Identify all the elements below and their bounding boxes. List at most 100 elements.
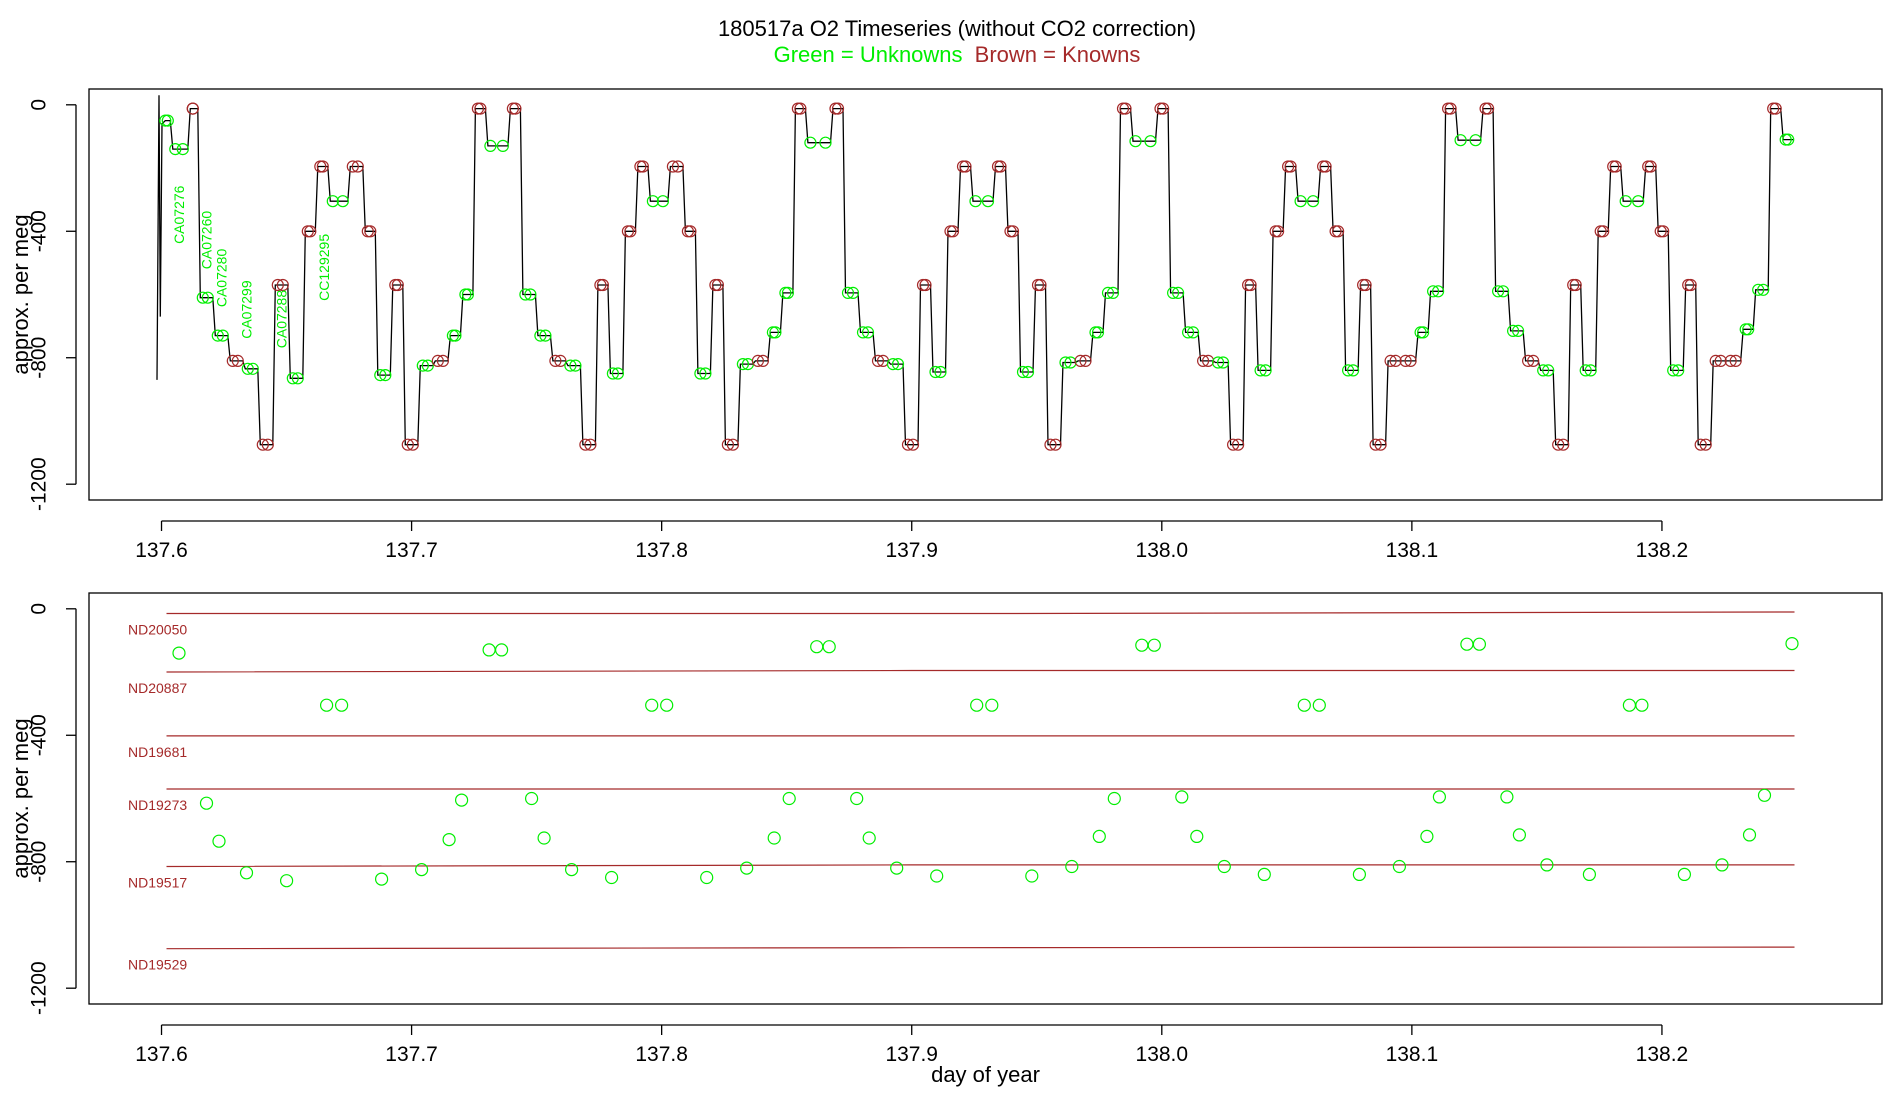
known-marker: [1404, 354, 1417, 367]
x-tick-label: 138.2: [1636, 539, 1689, 562]
unknown-point: [1257, 867, 1271, 882]
unknown-marker: [291, 372, 304, 385]
known-marker: [1049, 438, 1062, 451]
sample-label: CA07288: [274, 290, 290, 349]
y-tick-label: 0: [28, 99, 51, 111]
y-tick-label: -400: [28, 714, 51, 756]
known-marker: [1481, 102, 1495, 115]
unknown-marker: [374, 369, 387, 382]
unknown-point: [172, 646, 186, 660]
unknown-marker: [1511, 324, 1525, 337]
known-marker: [596, 278, 610, 292]
known-marker: [271, 278, 284, 292]
known-marker: [1597, 225, 1610, 238]
unknown-point: [1500, 790, 1514, 804]
known-marker: [1527, 354, 1540, 367]
plot-frame: [88, 88, 1883, 501]
unknown-point: [442, 832, 456, 847]
unknown-marker: [241, 362, 254, 375]
known-marker: [946, 225, 960, 238]
known-marker: [1384, 354, 1397, 367]
unknown-marker: [699, 367, 712, 380]
known-marker: [1331, 225, 1345, 238]
known-marker: [1724, 354, 1737, 367]
unknown-marker: [646, 195, 660, 208]
unknown-marker: [449, 329, 462, 342]
unknown-marker: [856, 326, 870, 339]
known-marker: [756, 354, 770, 367]
unknown-marker: [1166, 286, 1180, 299]
unknown-marker: [1016, 365, 1030, 379]
known-marker: [1319, 160, 1332, 173]
unknown-marker: [1306, 195, 1320, 208]
unknown-marker: [1211, 356, 1225, 369]
unknown-marker: [1454, 134, 1467, 147]
standard-line: [166, 946, 1795, 950]
plot-frame: [88, 592, 1883, 1005]
y-tick-label: -800: [28, 337, 51, 379]
x-tick-label: 138.2: [1636, 1043, 1689, 1066]
sample-label: CA07260: [199, 211, 215, 270]
unknown-point: [850, 791, 864, 806]
unknown-point: [767, 831, 781, 845]
unknown-marker: [886, 358, 900, 371]
known-marker: [1369, 438, 1382, 451]
known-marker: [1226, 438, 1240, 451]
x-tick-label: 137.7: [385, 1043, 438, 1066]
unknown-point: [822, 640, 836, 654]
standard-line: [166, 611, 1795, 615]
unknown-point: [1420, 829, 1434, 844]
known-marker: [794, 102, 807, 115]
sample-label: CA07280: [214, 249, 230, 308]
known-marker: [1521, 354, 1535, 367]
unknown-marker: [1181, 326, 1195, 339]
unknown-point: [782, 791, 796, 806]
y-tick-label: -1200: [28, 961, 51, 1015]
known-marker: [666, 160, 680, 173]
known-marker: [726, 438, 740, 451]
unknown-marker: [1346, 364, 1360, 377]
unknown-marker: [564, 359, 577, 372]
unknown-point: [1092, 829, 1106, 844]
unknown-point: [1175, 790, 1189, 804]
known-marker: [1714, 354, 1727, 367]
known-marker: [1399, 354, 1412, 367]
standard-label: ND19273: [128, 797, 187, 813]
unknown-point: [890, 861, 904, 875]
unknown-point: [970, 698, 984, 712]
unknown-marker: [496, 139, 509, 152]
known-marker: [1684, 278, 1697, 292]
unknown-marker: [246, 362, 259, 375]
unknown-marker: [1496, 285, 1510, 298]
known-marker: [1557, 438, 1570, 451]
unknown-point: [1025, 869, 1039, 883]
unknown-point: [524, 791, 539, 806]
known-marker: [1389, 354, 1402, 367]
unknown-marker: [1619, 195, 1632, 208]
unknown-marker: [846, 286, 860, 299]
unknown-point: [1107, 791, 1121, 806]
unknown-point: [1297, 698, 1311, 712]
known-marker: [391, 278, 404, 292]
known-marker: [226, 354, 239, 367]
unknown-point: [1472, 637, 1487, 651]
x-axis-label: day of year: [931, 1062, 1040, 1087]
known-marker: [364, 225, 377, 238]
known-marker: [554, 354, 567, 367]
known-marker: [1156, 102, 1170, 115]
unknown-point: [930, 869, 944, 883]
unknown-point: [1635, 698, 1649, 712]
known-marker: [919, 278, 932, 292]
known-marker: [1201, 354, 1215, 367]
unknown-marker: [1091, 326, 1105, 339]
known-marker: [579, 438, 592, 451]
y-axis-label: approx. per meg: [8, 214, 33, 374]
unknown-point: [1147, 638, 1161, 652]
known-marker: [1284, 160, 1297, 173]
unknown-point: [1540, 858, 1554, 872]
unknown-marker: [1537, 364, 1550, 377]
unknown-point: [1582, 867, 1597, 882]
known-marker: [1769, 102, 1782, 115]
panel-top-timeseries: 137.6 137.7 137.8 137.9 138.0 138.1 138.2 0 -400…: [8, 88, 1883, 562]
